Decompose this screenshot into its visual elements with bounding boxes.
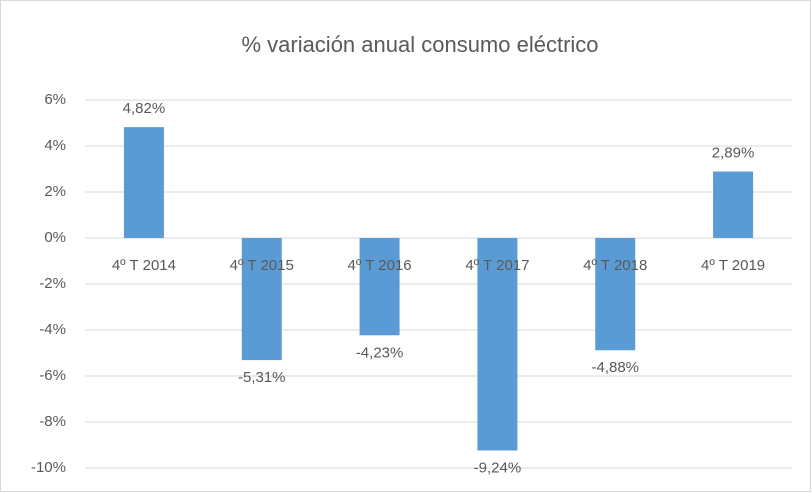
data-label: -4,23% [356, 344, 404, 361]
x-tick-label: 4º T 2018 [583, 257, 647, 274]
bar [477, 238, 518, 451]
y-tick-label: -4% [39, 321, 66, 338]
y-tick-label: -8% [39, 413, 66, 430]
x-tick-label: 4º T 2019 [701, 257, 765, 274]
data-label: -5,31% [238, 369, 286, 386]
y-tick-label: 2% [44, 183, 66, 200]
y-tick-label: -10% [31, 459, 66, 476]
data-label: 4,82% [123, 100, 166, 117]
data-label: -4,88% [591, 359, 639, 376]
y-tick-label: 6% [44, 91, 66, 108]
y-tick-label: -6% [39, 367, 66, 384]
bar [595, 238, 636, 351]
x-tick-label: 4º T 2017 [465, 257, 529, 274]
data-label: -9,24% [474, 459, 522, 476]
x-tick-label: 4º T 2015 [230, 257, 294, 274]
data-label: 2,89% [712, 144, 755, 161]
bar [713, 171, 754, 238]
y-tick-label: 4% [44, 137, 66, 154]
y-tick-label: -2% [39, 275, 66, 292]
y-tick-label: 0% [44, 229, 66, 246]
bar [123, 127, 164, 238]
bar [241, 238, 282, 361]
bar [359, 238, 400, 336]
x-tick-label: 4º T 2014 [112, 257, 176, 274]
chart-title: % variación anual consumo eléctrico [241, 32, 598, 57]
x-tick-label: 4º T 2016 [348, 257, 412, 274]
